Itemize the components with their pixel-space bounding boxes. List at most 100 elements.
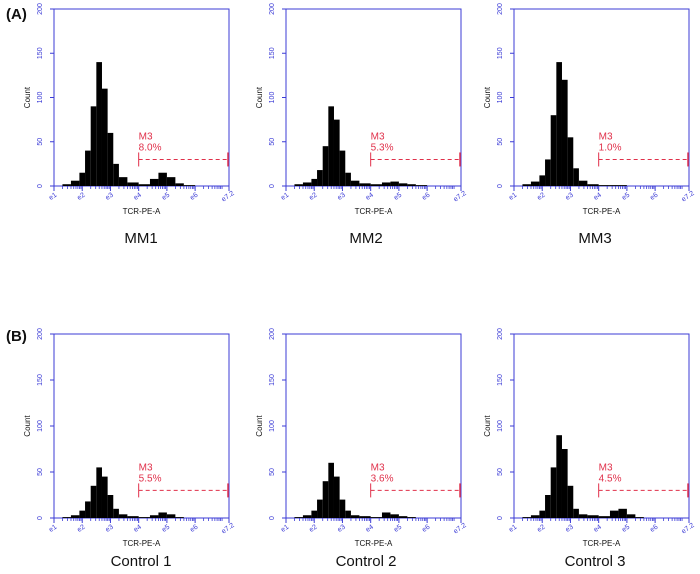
- histogram-bar: [149, 178, 159, 186]
- x-tick-label: e5: [161, 524, 171, 534]
- histogram-bar: [294, 517, 303, 518]
- x-tick-label: e1: [48, 524, 58, 534]
- x-tick-label: e3: [104, 524, 114, 534]
- histogram-bar: [598, 185, 610, 186]
- histogram-bar: [138, 517, 150, 518]
- histogram-bar: [127, 182, 139, 186]
- sample-label-control-1: Control 1: [110, 553, 172, 570]
- plot-frame: [53, 8, 230, 187]
- x-tick-label: e6: [189, 192, 199, 202]
- x-tick-label: e6: [421, 524, 431, 534]
- histogram-bar: [339, 499, 346, 518]
- histogram-bar: [359, 516, 371, 518]
- x-tick-label: e1: [280, 524, 290, 534]
- y-tick-label: 0: [269, 184, 276, 188]
- histogram-bar: [370, 184, 382, 186]
- y-tick-label: 0: [37, 184, 44, 188]
- histogram-bar: [79, 172, 86, 186]
- y-tick-label: 200: [37, 328, 44, 340]
- histogram-bar: [79, 510, 86, 518]
- histogram-bar: [322, 146, 329, 186]
- x-tick-label: e5: [393, 192, 403, 202]
- histogram-bar: [183, 185, 196, 186]
- x-axis-label: TCR-PE-A: [123, 207, 161, 216]
- histogram-bar: [567, 137, 574, 186]
- x-tick-label: e5: [161, 192, 171, 202]
- histogram-bar: [587, 515, 599, 518]
- histogram-bar: [113, 508, 119, 518]
- x-tick-label: e7.2: [221, 522, 236, 536]
- y-tick-label: 50: [269, 468, 276, 476]
- histogram-bar: [113, 163, 119, 186]
- plot-frame: [513, 8, 690, 187]
- x-tick-label: e4: [133, 192, 143, 202]
- histogram-bar: [345, 510, 351, 518]
- x-tick-label: e5: [393, 524, 403, 534]
- x-tick-label: e7.2: [681, 522, 696, 536]
- x-tick-label: e5: [621, 524, 631, 534]
- x-tick-label: e6: [649, 192, 659, 202]
- x-tick-label: e2: [76, 192, 86, 202]
- histogram-bar: [550, 115, 557, 186]
- gate-name: M3: [371, 131, 385, 142]
- histogram-bar: [62, 517, 71, 518]
- histogram-bar: [118, 177, 128, 186]
- histogram-bar: [578, 180, 588, 186]
- y-axis-label: Count: [255, 86, 264, 108]
- histogram-bar: [311, 178, 318, 186]
- x-tick-label: e7.2: [453, 190, 468, 204]
- histogram-bar: [381, 512, 391, 518]
- histogram-bar: [398, 516, 408, 518]
- histogram-bar: [149, 515, 159, 518]
- histogram-bar: [101, 88, 108, 186]
- y-tick-label: 100: [37, 420, 44, 432]
- histogram-bar: [381, 182, 391, 186]
- x-tick-label: e2: [536, 524, 546, 534]
- panel-label-b: (B): [6, 328, 27, 345]
- plot-frame: [53, 333, 230, 519]
- x-axis-label: TCR-PE-A: [583, 207, 621, 216]
- histogram-bar: [166, 177, 176, 186]
- y-tick-label: 150: [497, 374, 504, 386]
- histogram-bar: [415, 185, 428, 186]
- y-tick-label: 0: [497, 184, 504, 188]
- y-tick-label: 200: [497, 3, 504, 15]
- sample-label-control-3: Control 3: [564, 553, 626, 570]
- histogram-bar: [85, 501, 91, 518]
- y-tick-label: 150: [497, 47, 504, 59]
- x-tick-label: e4: [593, 524, 603, 534]
- histogram-bar: [398, 183, 408, 186]
- histogram-bar: [345, 172, 351, 186]
- histogram-bar: [294, 184, 303, 186]
- histogram-bar: [407, 517, 416, 518]
- y-tick-label: 0: [269, 516, 276, 520]
- x-tick-label: e4: [365, 192, 375, 202]
- histogram-bar: [609, 185, 619, 186]
- histogram-bar: [522, 517, 531, 518]
- histogram-bar: [333, 119, 340, 186]
- histogram-bar: [635, 517, 644, 518]
- gate-percent: 3.6%: [371, 473, 394, 484]
- x-tick-label: e2: [308, 192, 318, 202]
- histogram-bar: [302, 515, 312, 518]
- gate-percent: 5.3%: [371, 142, 394, 153]
- y-axis-label: Count: [23, 86, 32, 108]
- y-tick-label: 50: [497, 138, 504, 146]
- histogram-bar: [550, 467, 557, 518]
- histogram-bar: [70, 180, 80, 186]
- x-tick-label: e1: [280, 192, 290, 202]
- gate-name: M3: [139, 462, 153, 473]
- histogram-bar: [598, 516, 610, 518]
- x-tick-label: e6: [649, 524, 659, 534]
- y-tick-label: 200: [37, 3, 44, 15]
- x-tick-label: e7.2: [453, 522, 468, 536]
- y-tick-label: 50: [37, 138, 44, 146]
- histogram-bar: [90, 106, 97, 186]
- histogram-bar: [587, 184, 599, 186]
- x-axis-label: TCR-PE-A: [583, 539, 621, 548]
- x-tick-label: e3: [104, 192, 114, 202]
- histogram-bar: [359, 183, 371, 186]
- x-tick-label: e2: [536, 192, 546, 202]
- histogram-bar: [175, 183, 184, 186]
